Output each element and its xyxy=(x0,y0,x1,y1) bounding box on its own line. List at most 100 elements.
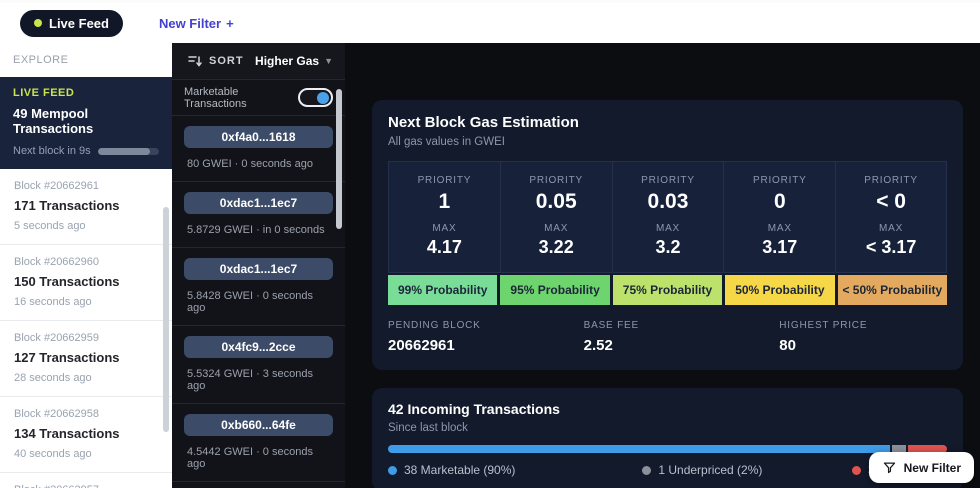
transaction-card[interactable]: 0xdac1...1ec7 4.5442 GWEI · in 0 seconds xyxy=(172,482,345,488)
gas-card-subtitle: All gas values in GWEI xyxy=(388,136,505,148)
gas-cell: PRIORITY 0 MAX 3.17 xyxy=(723,161,836,273)
toggle-knob xyxy=(317,91,329,104)
underpriced-segment xyxy=(892,445,906,453)
priority-value: < 0 xyxy=(876,190,906,213)
gas-cell: PRIORITY 0.05 MAX 3.22 xyxy=(499,161,612,273)
block-list-item[interactable]: Block #20662957 200 Transactions xyxy=(0,473,172,488)
transaction-card[interactable]: 0xb660...64fe 4.5442 GWEI · 0 seconds ag… xyxy=(172,404,345,482)
txpanel-scrollbar[interactable] xyxy=(336,89,342,229)
explore-heading: EXPLORE xyxy=(13,54,69,66)
tx-meta: 80 GWEI · 0 seconds ago xyxy=(187,158,313,170)
block-list-item[interactable]: Block #20662961 171 Transactions 5 secon… xyxy=(0,169,172,245)
tx-hash-pill[interactable]: 0x4fc9...2cce xyxy=(184,336,333,358)
block-number: Block #20662960 xyxy=(14,256,100,268)
main-area: Next Block Gas Estimation All gas values… xyxy=(345,43,980,488)
block-number: Block #20662961 xyxy=(14,180,100,192)
legend-marketable: 38 Marketable (90%) xyxy=(388,463,642,477)
block-list-item[interactable]: Block #20662959 127 Transactions 28 seco… xyxy=(0,321,172,397)
legend-underpriced: 1 Underpriced (2%) xyxy=(642,463,852,477)
priority-value: 0.03 xyxy=(647,190,689,213)
incoming-stacked-bar xyxy=(388,445,947,453)
tx-meta: 5.5324 GWEI · 3 seconds ago xyxy=(187,368,313,392)
live-feed-title: LIVE FEED xyxy=(13,87,75,99)
marketable-segment xyxy=(388,445,891,453)
sidebar-scrollbar[interactable] xyxy=(163,207,169,432)
max-value: 3.17 xyxy=(762,237,798,257)
probability-chip: 75% Probability xyxy=(612,275,723,305)
red-dot-icon xyxy=(851,465,861,475)
explore-sidebar: EXPLORE LIVE FEED 49 Mempool Transaction… xyxy=(0,43,172,488)
gas-cell: PRIORITY 1 MAX 4.17 xyxy=(388,161,500,273)
transactions-panel: SORT Higher Gas ▼ Marketable Transaction… xyxy=(172,43,345,488)
transaction-card[interactable]: 0xdac1...1ec7 5.8729 GWEI · in 0 seconds xyxy=(172,182,345,248)
block-list-item[interactable]: Block #20662958 134 Transactions 40 seco… xyxy=(0,397,172,473)
sidebar-item-live-feed[interactable]: LIVE FEED 49 Mempool Transactions Next b… xyxy=(0,77,172,169)
highest-price-stat: HIGHEST PRICE 80 xyxy=(779,320,868,354)
tx-meta: 5.8428 GWEI · 0 seconds ago xyxy=(187,290,313,314)
tx-hash-pill[interactable]: 0xdac1...1ec7 xyxy=(184,192,333,214)
incoming-title: 42 Incoming Transactions xyxy=(388,401,560,417)
transaction-card[interactable]: 0xf4a0...1618 80 GWEI · 0 seconds ago xyxy=(172,116,345,182)
tx-meta: 5.8729 GWEI · in 0 seconds xyxy=(187,224,325,236)
filter-funnel-icon xyxy=(883,462,895,474)
new-filter-button-label: New Filter xyxy=(903,460,961,475)
priority-value: 1 xyxy=(438,190,451,213)
block-tx-count: 134 Transactions xyxy=(14,426,120,441)
next-block-countdown: Next block in 9s xyxy=(13,145,91,157)
sort-label: SORT xyxy=(209,55,244,67)
gas-card-title: Next Block Gas Estimation xyxy=(388,114,579,131)
new-filter-button[interactable]: New Filter xyxy=(868,452,974,483)
tx-meta: 4.5442 GWEI · 0 seconds ago xyxy=(187,446,313,470)
live-status-dot-icon xyxy=(34,19,42,27)
transaction-card[interactable]: 0x4fc9...2cce 5.5324 GWEI · 3 seconds ag… xyxy=(172,326,345,404)
tx-hash-pill[interactable]: 0xb660...64fe xyxy=(184,414,333,436)
new-filter-link[interactable]: New Filter + xyxy=(159,16,234,31)
tx-hash-pill[interactable]: 0xf4a0...1618 xyxy=(184,126,333,148)
live-feed-label: Live Feed xyxy=(49,15,109,31)
mempool-count: 49 Mempool Transactions xyxy=(13,106,94,136)
block-tx-count: 127 Transactions xyxy=(14,350,120,365)
block-time: 16 seconds ago xyxy=(14,296,92,308)
block-tx-count: 171 Transactions xyxy=(14,198,120,213)
probability-chip: 50% Probability xyxy=(725,275,835,305)
max-value: 3.2 xyxy=(655,237,681,257)
base-fee-stat: BASE FEE 2.52 xyxy=(583,320,639,354)
probability-chip: 99% Probability xyxy=(388,275,498,305)
marketable-filter-label: Marketable Transactions xyxy=(184,85,247,110)
max-value: < 3.17 xyxy=(865,237,917,257)
incoming-subtitle: Since last block xyxy=(388,422,468,434)
pending-block-stat: PENDING BLOCK 20662961 xyxy=(388,320,481,354)
top-bar: Live Feed New Filter + xyxy=(0,0,980,43)
priority-value: 0 xyxy=(773,190,786,213)
new-filter-link-label: New Filter xyxy=(158,15,222,31)
block-time: 28 seconds ago xyxy=(14,372,92,384)
incoming-transactions-card: 42 Incoming Transactions Since last bloc… xyxy=(372,388,963,488)
block-number: Block #20662958 xyxy=(14,408,100,420)
plus-icon: + xyxy=(226,15,234,31)
block-list-item[interactable]: Block #20662960 150 Transactions 16 seco… xyxy=(0,245,172,321)
sort-icon xyxy=(188,56,202,67)
transaction-card[interactable]: 0xdac1...1ec7 5.8428 GWEI · 0 seconds ag… xyxy=(172,248,345,326)
probability-row: 99% Probability 95% Probability 75% Prob… xyxy=(388,275,947,305)
probability-chip: 95% Probability xyxy=(500,275,610,305)
probability-chip: < 50% Probability xyxy=(837,275,947,305)
incoming-legend: 38 Marketable (90%) 1 Underpriced (2%) 3… xyxy=(388,463,949,477)
gas-grid: PRIORITY 1 MAX 4.17 PRIORITY 0.05 MAX 3.… xyxy=(388,161,947,273)
sort-header: SORT Higher Gas ▼ xyxy=(172,43,345,80)
blocked-segment xyxy=(907,445,947,453)
gas-cell: PRIORITY < 0 MAX < 3.17 xyxy=(835,161,947,273)
block-time: 40 seconds ago xyxy=(14,448,92,460)
next-block-progress xyxy=(97,147,159,155)
block-tx-count: 150 Transactions xyxy=(14,274,120,289)
marketable-toggle[interactable] xyxy=(298,88,333,107)
max-value: 4.17 xyxy=(426,237,462,257)
gas-estimation-card: Next Block Gas Estimation All gas values… xyxy=(372,100,963,370)
blue-dot-icon xyxy=(388,465,397,475)
sort-dropdown[interactable]: Higher Gas ▼ xyxy=(255,54,333,68)
block-number: Block #20662959 xyxy=(14,332,100,344)
priority-value: 0.05 xyxy=(535,190,577,213)
max-value: 3.22 xyxy=(538,237,574,257)
live-feed-pill[interactable]: Live Feed xyxy=(20,9,123,37)
tx-hash-pill[interactable]: 0xdac1...1ec7 xyxy=(184,258,333,280)
gas-stats-row: PENDING BLOCK 20662961 BASE FEE 2.52 HIG… xyxy=(388,320,947,354)
